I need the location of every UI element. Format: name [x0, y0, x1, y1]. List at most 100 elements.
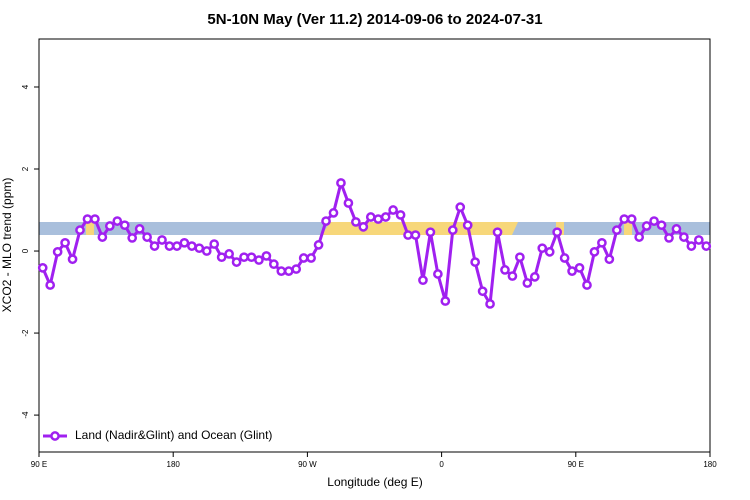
data-point	[380, 212, 391, 222]
data-point	[559, 253, 570, 263]
legend-marker	[50, 431, 60, 441]
data-point	[179, 237, 190, 248]
data-point	[172, 241, 182, 251]
data-point	[500, 265, 510, 275]
data-point	[328, 208, 339, 218]
data-point	[194, 243, 205, 254]
legend-label: Land (Nadir&Glint) and Ocean (Glint)	[75, 428, 272, 442]
data-point	[388, 205, 398, 215]
data-point	[693, 235, 704, 245]
data-point	[231, 257, 242, 267]
data-point	[477, 286, 488, 297]
data-point	[403, 230, 413, 240]
data-point	[679, 232, 689, 242]
data-point	[343, 198, 354, 208]
y-tick-label: 2	[21, 166, 30, 171]
data-point	[433, 269, 443, 279]
land-band	[322, 222, 420, 235]
data-point	[485, 299, 495, 309]
x-tick-label: 0	[439, 460, 444, 469]
data-point	[365, 212, 376, 222]
data-point	[641, 221, 652, 231]
data-point	[507, 271, 518, 281]
data-point	[75, 225, 85, 235]
data-point	[351, 217, 361, 227]
data-point	[611, 225, 622, 235]
data-point	[269, 259, 279, 270]
data-point	[239, 252, 249, 263]
data-point	[127, 233, 138, 243]
data-point	[283, 266, 294, 276]
data-point	[440, 296, 451, 306]
x-tick-label: 90 E	[31, 460, 47, 469]
data-point	[552, 227, 563, 238]
data-point	[67, 254, 78, 265]
data-point	[470, 257, 480, 267]
data-point	[164, 241, 175, 251]
data-point	[261, 251, 272, 261]
land-band	[624, 222, 632, 235]
data-point	[395, 210, 406, 220]
data-point	[90, 214, 100, 224]
x-tick-label: 90 W	[298, 460, 317, 469]
x-tick-label: 180	[167, 460, 181, 469]
land-band	[86, 222, 94, 235]
data-point	[589, 247, 600, 257]
y-axis-label: XCO2 - MLO trend (ppm)	[0, 178, 14, 313]
data-point	[104, 221, 115, 231]
data-point	[298, 253, 309, 263]
data-point	[447, 225, 458, 235]
data-point	[82, 214, 93, 224]
data-point	[597, 237, 607, 248]
data-point	[462, 220, 473, 231]
data-point	[157, 235, 167, 245]
data-point	[664, 233, 674, 243]
data-point	[619, 214, 630, 224]
y-tick-label: 4	[21, 84, 30, 89]
data-point	[671, 224, 682, 234]
data-point	[37, 263, 48, 273]
x-tick-label: 180	[703, 460, 717, 469]
data-point	[306, 253, 316, 263]
data-point	[321, 216, 331, 226]
data-point	[224, 249, 234, 259]
data-point	[313, 240, 324, 250]
data-point	[455, 202, 466, 213]
data-point	[701, 241, 712, 251]
data-point	[626, 214, 637, 224]
data-point	[291, 264, 302, 274]
data-point	[537, 243, 548, 254]
data-point	[492, 227, 503, 238]
data-point	[201, 246, 212, 256]
x-axis-label: Longitude (deg E)	[327, 475, 422, 489]
data-point	[186, 241, 197, 251]
data-point	[574, 263, 585, 273]
data-point	[634, 232, 645, 242]
data-point	[649, 216, 659, 226]
data-point	[216, 252, 227, 263]
y-tick-label: -2	[21, 329, 30, 337]
data-point	[522, 278, 533, 288]
data-point	[686, 241, 697, 251]
data-point	[276, 266, 287, 276]
data-point	[134, 224, 145, 234]
data-point	[112, 216, 123, 226]
chart-title: 5N-10N May (Ver 11.2) 2014-09-06 to 2024…	[207, 11, 542, 28]
y-tick-label: 0	[21, 248, 30, 253]
data-point	[52, 247, 63, 257]
data-point	[544, 247, 555, 257]
y-tick-label: -4	[21, 411, 30, 419]
data-point	[149, 241, 160, 251]
data-point	[142, 232, 152, 242]
data-point	[60, 237, 70, 248]
data-point	[567, 266, 577, 276]
data-point	[515, 252, 525, 263]
data-point	[45, 280, 56, 290]
data-point	[656, 220, 667, 231]
data-point	[336, 178, 346, 188]
data-point	[119, 220, 130, 231]
x-tick-label: 90 E	[568, 460, 584, 469]
data-point	[604, 254, 615, 265]
data-point	[358, 221, 369, 232]
